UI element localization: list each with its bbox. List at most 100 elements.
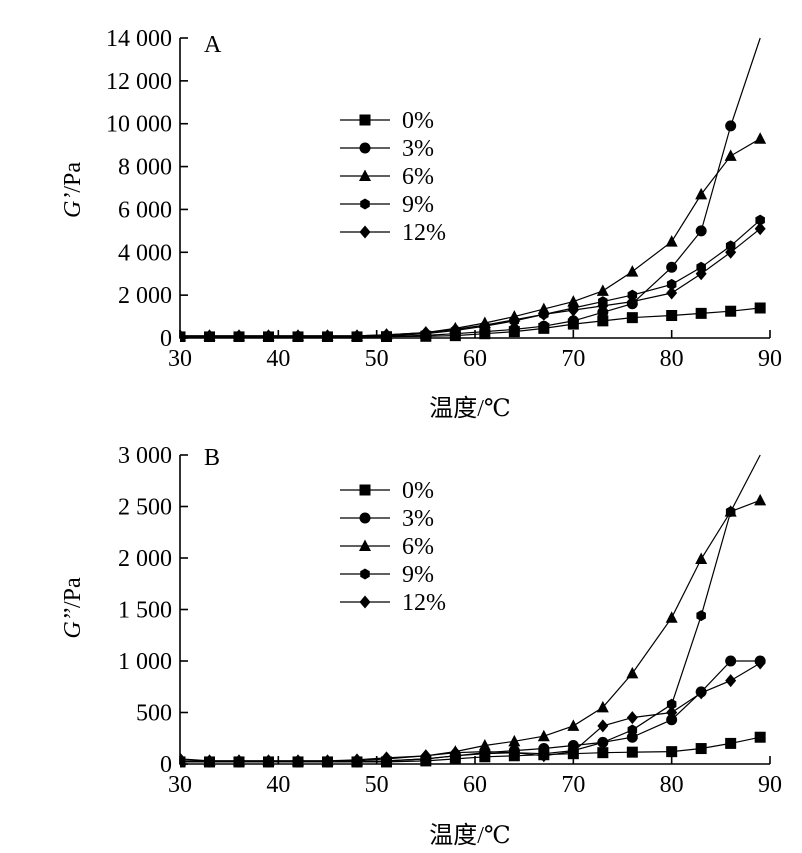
data-point (754, 132, 767, 144)
data-point (725, 120, 737, 132)
x-tick-label: 60 (463, 772, 487, 798)
data-point (567, 315, 579, 327)
data-point (754, 493, 767, 506)
y-tick-label: 4 000 (118, 240, 172, 266)
data-point (567, 719, 580, 731)
data-point (420, 749, 432, 763)
y-tick-label: 0 (160, 326, 172, 352)
data-point (538, 320, 550, 332)
y-tick-label: 10 000 (106, 112, 172, 138)
x-tick-label: 30 (168, 346, 192, 372)
x-tick-label: 60 (463, 346, 487, 372)
data-point (478, 738, 491, 751)
data-point (449, 322, 461, 336)
data-point (695, 743, 707, 755)
data-point (626, 295, 638, 309)
panel-b-y-axis-label: G’’/Pa (60, 577, 86, 639)
data-point (204, 329, 215, 342)
x-tick-label: 90 (758, 346, 782, 372)
data-point (567, 303, 579, 317)
data-point (754, 731, 766, 743)
y-tick-label: 0 (160, 752, 172, 778)
data-point (292, 754, 304, 768)
y-tick-label: 14 000 (106, 26, 172, 52)
data-point (597, 299, 609, 313)
legend-label: 12% (402, 590, 446, 616)
data-point (725, 506, 736, 518)
x-tick-label: 80 (660, 772, 684, 798)
data-point (724, 149, 737, 161)
data-point (598, 736, 608, 748)
x-tick-label: 40 (266, 346, 290, 372)
legend-marker (359, 539, 371, 551)
data-point (597, 747, 609, 759)
data-point (567, 295, 580, 307)
data-point (665, 235, 678, 247)
y-tick-label: 1 000 (118, 649, 172, 675)
data-point (695, 307, 707, 319)
data-point (233, 754, 245, 768)
legend-marker (359, 169, 371, 181)
data-point (537, 729, 550, 742)
data-point (695, 187, 708, 200)
panel-b-y-axis-var: G’’ (60, 608, 86, 639)
axes (179, 38, 770, 339)
data-point (666, 698, 677, 710)
y-tick-label: 1 500 (118, 598, 172, 624)
data-point (666, 714, 678, 726)
legend-marker (359, 225, 371, 239)
data-point (538, 307, 550, 321)
panel-a-y-axis-unit: /Pa (60, 162, 86, 193)
y-tick-label: 2 000 (118, 283, 172, 309)
data-point (180, 329, 186, 342)
data-point (626, 666, 639, 679)
panel-a-y-axis-var: G’ (60, 193, 86, 218)
legend-label: 3% (402, 506, 434, 532)
x-tick-label: 50 (365, 772, 389, 798)
panel-a-y-axis-label: G’/Pa (60, 162, 86, 218)
data-point (292, 329, 304, 342)
x-tick-label: 80 (660, 346, 684, 372)
data-point (180, 752, 186, 766)
y-tick-label: 2 500 (118, 495, 172, 521)
legend-label: 0% (402, 478, 434, 504)
panel-b-x-axis-label: 温度/℃ (429, 822, 511, 849)
data-point (754, 656, 766, 670)
data-point (538, 749, 550, 763)
legend-marker (359, 512, 371, 524)
x-tick-label: 90 (758, 772, 782, 798)
y-tick-label: 500 (136, 701, 172, 727)
legend-label: 0% (402, 108, 434, 134)
x-tick-label: 30 (168, 772, 192, 798)
data-point (666, 706, 678, 719)
data-point (666, 278, 677, 290)
data-point (666, 310, 678, 321)
y-tick-label: 2 000 (118, 546, 172, 572)
series-12pct (180, 222, 766, 342)
legend-label: 6% (402, 164, 434, 190)
data-point (508, 734, 521, 747)
panel-b: B G’’/Pa 温度/℃ 0 500 1 000 1 500 2 000 2 500 3 … (60, 443, 782, 849)
x-tick-label: 40 (266, 772, 290, 798)
data-point (596, 700, 609, 713)
legend-marker (360, 198, 370, 210)
data-point (695, 686, 707, 700)
data-point (479, 745, 491, 759)
data-point (666, 746, 678, 758)
legend-marker (359, 142, 371, 154)
data-point (381, 328, 392, 342)
data-point (508, 746, 520, 760)
data-point (597, 719, 609, 733)
data-point (233, 329, 245, 342)
y-tick-label: 8 000 (118, 155, 172, 181)
data-point (597, 315, 609, 327)
data-point (626, 711, 638, 725)
data-point (725, 245, 737, 259)
data-point (725, 305, 737, 317)
panel-b-y-axis-unit: /Pa (60, 577, 86, 608)
data-point (508, 323, 520, 335)
data-point (420, 326, 432, 340)
data-point (754, 302, 766, 314)
data-point (695, 267, 707, 281)
